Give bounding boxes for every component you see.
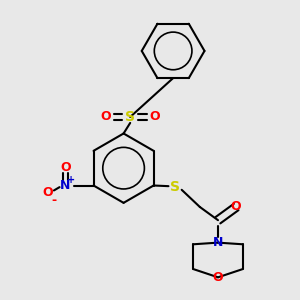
Text: S: S [170,180,180,194]
Text: S: S [125,110,135,124]
Text: N: N [213,236,223,249]
Text: O: O [150,110,160,124]
Text: O: O [231,200,242,214]
Text: O: O [60,161,71,174]
Text: O: O [213,271,223,284]
Text: O: O [100,110,111,124]
Text: N: N [60,179,71,192]
Text: +: + [68,175,76,184]
Text: -: - [51,194,56,207]
Text: O: O [42,186,52,199]
